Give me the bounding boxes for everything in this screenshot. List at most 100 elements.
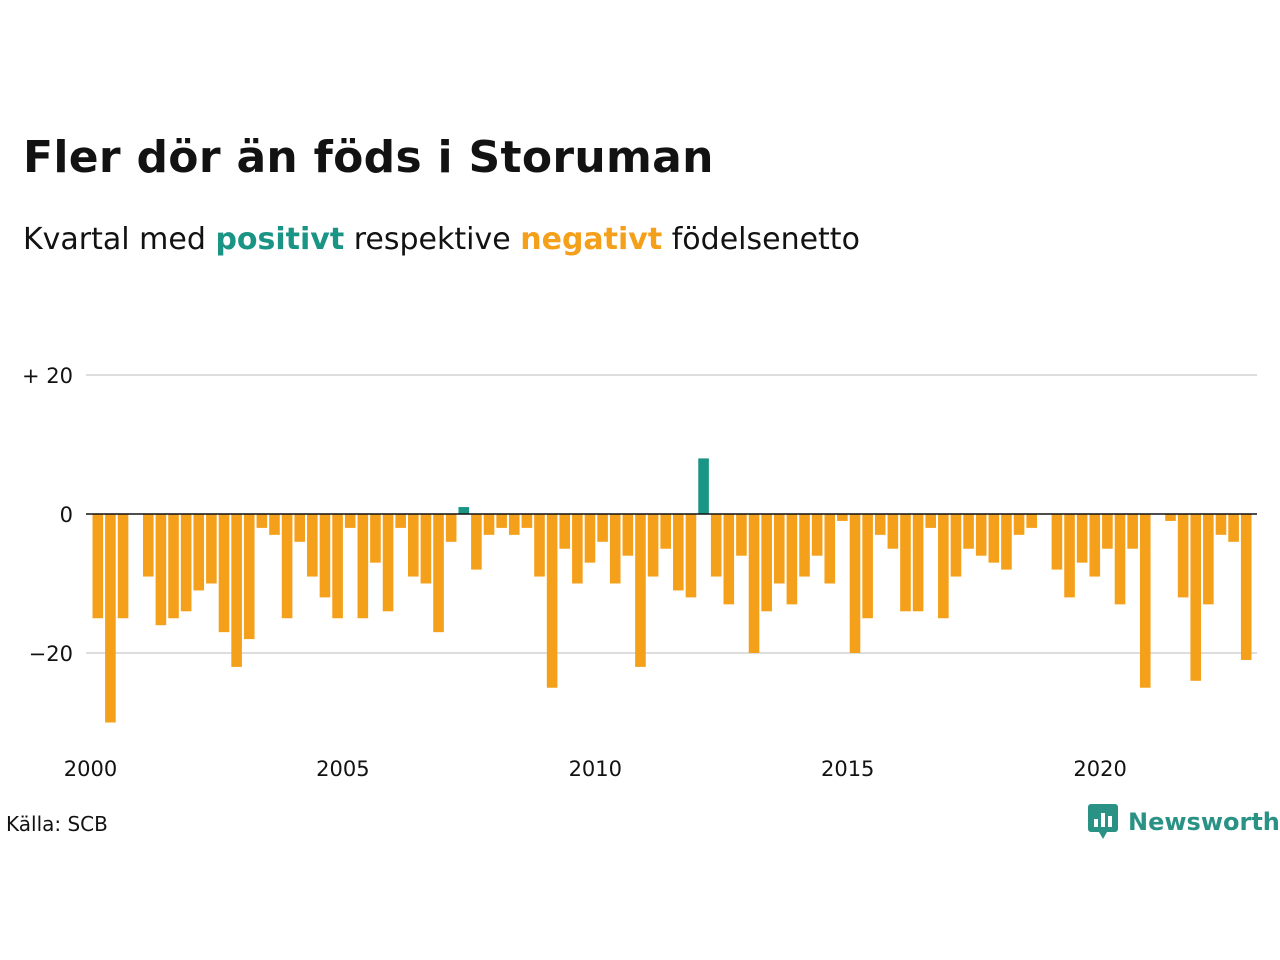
bar <box>698 458 709 514</box>
bar <box>231 514 242 667</box>
bar <box>206 514 217 584</box>
subtitle-suffix: födelsenetto <box>671 222 860 257</box>
bar <box>307 514 318 577</box>
bar <box>357 514 369 619</box>
bar <box>975 514 987 556</box>
bar <box>344 514 356 528</box>
bar <box>1139 514 1151 688</box>
bar <box>534 514 545 577</box>
bar <box>963 514 974 549</box>
x-tick-label: 2020 <box>1073 757 1126 781</box>
x-tick-label: 2000 <box>64 757 117 781</box>
subtitle-middle: respektive <box>353 222 511 257</box>
bar <box>1026 514 1037 528</box>
bar <box>1165 514 1176 521</box>
bar <box>1102 514 1113 549</box>
bar <box>269 514 280 535</box>
bar <box>1240 514 1252 660</box>
bar <box>647 514 659 577</box>
brand-name: Newsworthy <box>1128 808 1280 836</box>
bar <box>761 514 772 612</box>
bar <box>950 514 962 577</box>
bar <box>117 514 129 619</box>
bar <box>92 514 104 619</box>
y-tick-label: + 20 <box>22 364 73 388</box>
bar <box>723 514 735 605</box>
bar <box>1013 514 1025 535</box>
bar <box>837 514 848 521</box>
bar <box>1089 514 1101 577</box>
bar <box>445 514 457 542</box>
bar <box>849 514 861 653</box>
bar <box>420 514 432 584</box>
bar <box>458 507 470 514</box>
bar <box>471 514 482 570</box>
y-tick-label: −20 <box>29 642 73 666</box>
subtitle-prefix: Kvartal med <box>23 222 206 257</box>
bar <box>748 514 760 653</box>
x-tick-label: 2010 <box>569 757 622 781</box>
y-tick-label: 0 <box>60 503 73 527</box>
bar <box>496 514 507 528</box>
bar <box>382 514 394 612</box>
newsworthy-logo: Newsworthy <box>1088 804 1280 840</box>
bar <box>1064 514 1075 598</box>
bar <box>1228 514 1239 542</box>
bar <box>1177 514 1189 598</box>
bar <box>193 514 205 591</box>
bar <box>105 514 116 723</box>
bar <box>168 514 179 619</box>
bar <box>710 514 722 577</box>
chart-title: Fler dör än föds i Storuman <box>23 132 714 183</box>
bar <box>925 514 937 528</box>
bar <box>243 514 255 640</box>
bar <box>660 514 671 549</box>
bar <box>332 514 343 619</box>
bar <box>673 514 684 591</box>
bar <box>597 514 608 542</box>
bar <box>1076 514 1088 563</box>
bar <box>900 514 911 612</box>
source-label: Källa: SCB <box>6 812 108 836</box>
bar <box>938 514 949 619</box>
bar <box>218 514 230 633</box>
bar <box>483 514 495 535</box>
chart-subtitle: Kvartal med positivt respektive negativt… <box>23 222 860 257</box>
bar <box>370 514 381 563</box>
bar <box>433 514 444 633</box>
bar <box>874 514 886 535</box>
bar <box>988 514 1000 563</box>
bar <box>572 514 583 584</box>
bar <box>395 514 406 528</box>
bar <box>142 514 154 577</box>
x-tick-label: 2015 <box>821 757 874 781</box>
bar <box>736 514 747 556</box>
bar <box>256 514 268 528</box>
bar <box>546 514 558 688</box>
bar <box>773 514 785 584</box>
bar <box>635 514 646 667</box>
bar <box>521 514 533 528</box>
bar <box>155 514 167 626</box>
x-tick-label: 2005 <box>316 757 369 781</box>
bar <box>685 514 697 598</box>
bar <box>786 514 798 605</box>
bar <box>862 514 873 619</box>
bar <box>294 514 306 542</box>
bar <box>508 514 520 535</box>
bar <box>1190 514 1202 681</box>
bar <box>584 514 596 563</box>
bar <box>887 514 899 549</box>
bar <box>319 514 331 598</box>
bar <box>408 514 419 577</box>
bar <box>811 514 823 556</box>
bar <box>799 514 810 577</box>
bar <box>180 514 192 612</box>
bar <box>912 514 924 612</box>
bar <box>1051 514 1063 570</box>
bar <box>609 514 621 584</box>
bar <box>1203 514 1214 605</box>
bar <box>824 514 836 584</box>
bar <box>1114 514 1126 605</box>
